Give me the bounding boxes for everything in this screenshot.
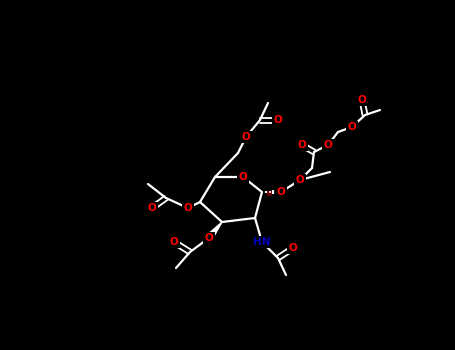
Text: O: O — [242, 132, 250, 142]
Text: O: O — [238, 172, 248, 182]
Text: iii: iii — [266, 191, 272, 197]
Text: O: O — [348, 122, 356, 132]
Text: O: O — [273, 115, 283, 125]
Text: O: O — [288, 243, 298, 253]
Text: O: O — [358, 95, 366, 105]
Text: HN: HN — [253, 237, 271, 247]
Text: O: O — [296, 175, 304, 185]
Text: O: O — [170, 237, 178, 247]
Text: O: O — [324, 140, 332, 150]
Text: O: O — [147, 203, 157, 213]
Polygon shape — [206, 222, 222, 240]
Text: O: O — [298, 140, 306, 150]
Text: O: O — [184, 203, 192, 213]
Text: O: O — [205, 233, 213, 243]
Text: O: O — [277, 187, 285, 197]
